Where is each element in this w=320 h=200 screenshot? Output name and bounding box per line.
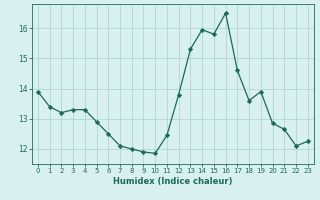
X-axis label: Humidex (Indice chaleur): Humidex (Indice chaleur) <box>113 177 233 186</box>
